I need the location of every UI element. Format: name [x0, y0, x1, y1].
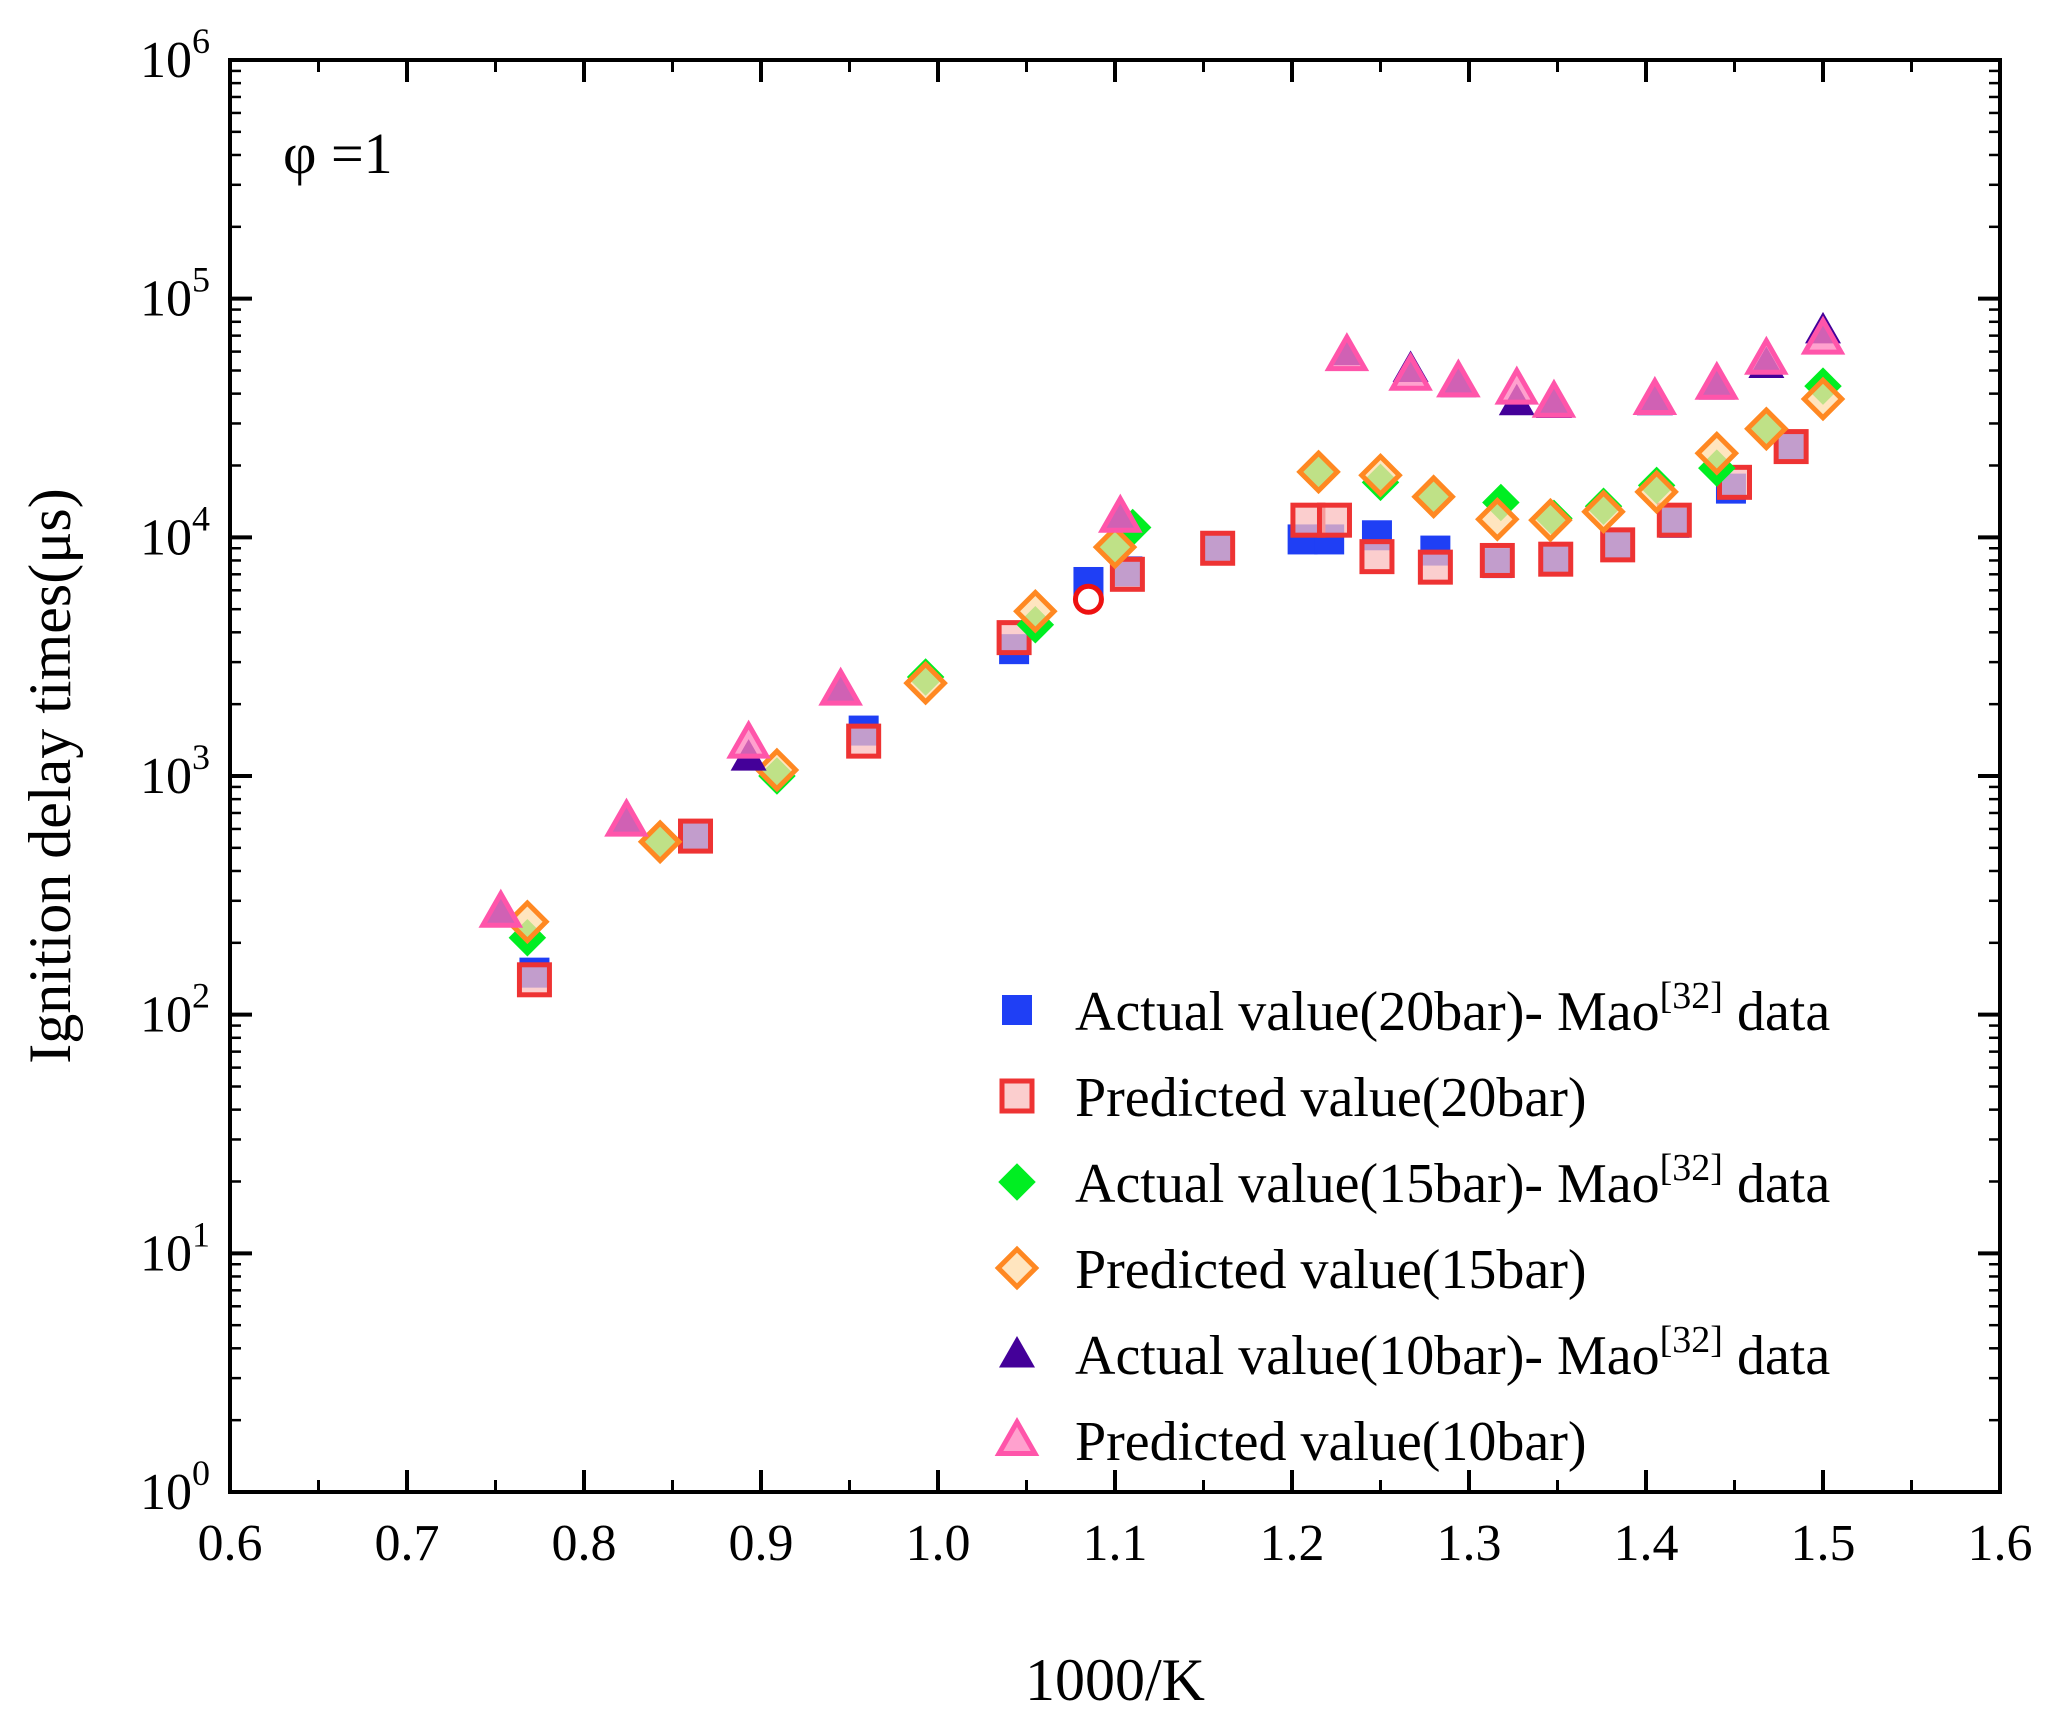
point — [1531, 378, 1577, 418]
x-tick-label: 1.1 — [1083, 1515, 1148, 1572]
point — [846, 723, 882, 759]
point — [1694, 360, 1740, 400]
point — [1773, 429, 1809, 465]
point — [1694, 430, 1740, 476]
point — [1479, 542, 1515, 578]
x-tick-label: 1.0 — [906, 1515, 971, 1572]
x-axis-title: 1000/K — [1025, 1647, 1205, 1713]
point — [1296, 449, 1341, 495]
series-3 — [505, 376, 1846, 945]
y-tick-labels: 100 101 102 103 104 105 106 — [140, 21, 210, 1521]
point — [678, 818, 714, 854]
plot-frame — [228, 58, 2002, 1494]
legend-label: Actual value(20bar)- Mao[32] data — [1075, 975, 1830, 1043]
point — [516, 962, 552, 998]
point — [818, 666, 863, 706]
point — [1581, 489, 1626, 535]
x-tick-label: 0.7 — [375, 1515, 440, 1572]
point — [903, 660, 948, 706]
x-tick-label: 1.5 — [1791, 1515, 1856, 1572]
data-points — [478, 311, 1846, 998]
point — [726, 719, 771, 759]
point — [996, 620, 1032, 656]
point — [754, 747, 800, 793]
point — [1359, 539, 1395, 575]
point — [604, 797, 649, 837]
point — [1800, 376, 1846, 422]
legend: Actual value(20bar)- Mao[32] data Predict… — [994, 975, 1830, 1473]
point — [1358, 452, 1403, 498]
point — [1475, 497, 1520, 542]
legend-label: Actual value(15bar)- Mao[32] data — [1075, 1147, 1830, 1215]
y-axis-title: Ignition delay times(μs) — [17, 488, 83, 1063]
point — [1800, 315, 1846, 355]
y-tick-label: 106 — [140, 21, 210, 89]
point — [1744, 335, 1789, 375]
point — [1744, 406, 1789, 452]
legend-marker — [999, 1336, 1035, 1368]
point — [1656, 502, 1692, 538]
y-tick-label: 105 — [140, 260, 210, 328]
highlight-point — [1072, 583, 1104, 615]
point — [1200, 530, 1236, 566]
legend-label: Predicted value(20bar) — [1075, 1067, 1587, 1129]
point — [1417, 549, 1453, 585]
series-2 — [508, 367, 1842, 957]
point — [1632, 375, 1678, 415]
point — [1634, 469, 1679, 515]
point — [1013, 588, 1058, 634]
x-tick-label: 1.3 — [1437, 1515, 1502, 1572]
point — [637, 819, 683, 865]
legend-marker — [994, 1245, 1040, 1291]
y-tick-label: 101 — [140, 1214, 210, 1282]
point — [1600, 527, 1636, 563]
point — [1436, 358, 1481, 398]
x-tick-label: 1.2 — [1260, 1515, 1325, 1572]
series-1 — [516, 429, 1809, 998]
y-tick-label: 104 — [140, 498, 210, 566]
point — [1528, 497, 1573, 543]
point — [1324, 332, 1370, 372]
x-tick-label: 1.6 — [1968, 1515, 2033, 1572]
legend-label: Actual value(10bar)- Mao[32] data — [1075, 1319, 1830, 1387]
point — [1092, 524, 1138, 570]
legend-marker — [994, 1416, 1040, 1456]
y-tick-label: 102 — [140, 976, 210, 1044]
legend-label: Predicted value(10bar) — [1075, 1411, 1587, 1473]
series-5 — [478, 315, 1846, 928]
x-tick-label: 0.9 — [729, 1515, 794, 1572]
x-tick-labels: 0.6 0.7 0.8 0.9 1.0 1.1 1.2 1.3 1.4 1.5 1.6 — [198, 1515, 2033, 1572]
legend-label: Predicted value(15bar) — [1075, 1239, 1587, 1301]
point — [1411, 474, 1456, 519]
legend-marker — [1002, 995, 1032, 1025]
x-tick-label: 0.8 — [552, 1515, 617, 1572]
legend-marker — [998, 1163, 1036, 1201]
y-tick-label: 100 — [140, 1453, 210, 1521]
point — [1098, 493, 1143, 533]
x-tick-label: 0.6 — [198, 1515, 263, 1572]
legend-marker — [999, 1078, 1035, 1114]
annotation-phi: φ =1 — [283, 121, 393, 186]
point — [1494, 365, 1540, 405]
point — [1388, 351, 1433, 391]
point — [1538, 541, 1574, 577]
y-tick-label: 103 — [140, 737, 210, 805]
point — [1316, 502, 1352, 538]
x-tick-label: 1.4 — [1614, 1515, 1679, 1572]
point — [478, 888, 524, 928]
